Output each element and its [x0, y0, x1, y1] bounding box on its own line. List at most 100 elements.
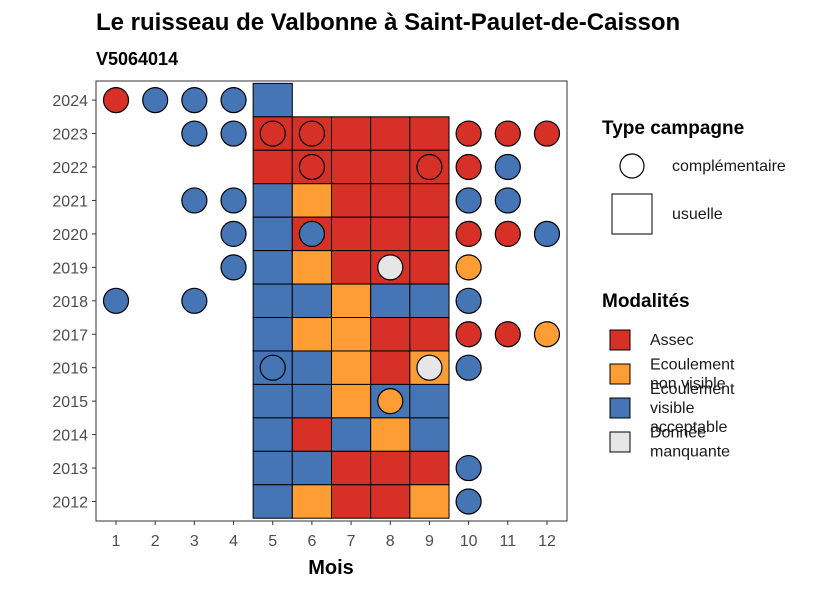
point-complementaire-2020-4: [220, 220, 247, 247]
cell-usuelle-2018-8: [370, 283, 411, 319]
point-complementaire-2019-10: [455, 254, 482, 281]
point-complementaire-2021-11: [494, 187, 521, 214]
point-complementaire-2020-6: [298, 220, 325, 247]
x-tick-label-10: 10: [460, 533, 478, 550]
point-complementaire-2016-5: [259, 354, 286, 381]
y-tick-label-2023: 2023: [52, 127, 88, 144]
x-tick-label-9: 9: [425, 533, 434, 550]
y-tick-label-2016: 2016: [52, 361, 88, 378]
cell-usuelle-2023-7: [330, 116, 372, 151]
cell-usuelle-2013-6: [291, 450, 332, 486]
cell-usuelle-2016-7: [330, 350, 372, 385]
legend-key-complementaire: [619, 153, 645, 179]
legend-label-usuelle: usuelle: [672, 206, 723, 223]
cell-usuelle-2020-5: [252, 216, 293, 252]
point-complementaire-2023-11: [494, 120, 521, 147]
legend-swatch-assec: [609, 329, 631, 351]
cell-usuelle-2015-9: [409, 383, 450, 419]
cell-usuelle-2013-5: [252, 450, 293, 486]
cell-usuelle-2024-5: [252, 82, 293, 118]
point-complementaire-2021-4: [220, 187, 247, 214]
legend-label-complementaire: complémentaire: [672, 158, 786, 175]
point-complementaire-2018-10: [455, 287, 482, 314]
cell-usuelle-2014-7: [330, 417, 372, 452]
cell-usuelle-2013-9: [409, 450, 450, 486]
point-complementaire-2020-11: [494, 220, 521, 247]
point-complementaire-2012-10: [455, 488, 482, 515]
point-complementaire-2020-10: [455, 220, 482, 247]
y-tick-label-2019: 2019: [52, 260, 88, 277]
point-complementaire-2023-12: [533, 120, 561, 147]
point-complementaire-2024-1: [102, 86, 130, 114]
legend-swatch-ecoulement_visible: [609, 397, 631, 419]
legend-label-assec: Assec: [650, 332, 694, 349]
cell-usuelle-2021-5: [252, 183, 293, 218]
cell-usuelle-2020-7: [330, 216, 372, 252]
x-tick-label-11: 11: [499, 533, 516, 550]
chart-title: Le ruisseau de Valbonne à Saint-Paulet-d…: [96, 9, 680, 36]
point-complementaire-2017-11: [494, 321, 521, 348]
point-complementaire-2023-10: [455, 120, 482, 147]
y-tick-label-2017: 2017: [52, 327, 88, 344]
x-tick-label-2: 2: [151, 533, 160, 550]
legend-modalities-title: Modalités: [602, 291, 690, 312]
cell-usuelle-2017-8: [370, 317, 411, 352]
x-tick-label-1: 1: [112, 533, 121, 550]
cell-usuelle-2013-7: [330, 450, 372, 486]
cell-usuelle-2014-5: [252, 417, 293, 452]
cell-usuelle-2022-7: [330, 149, 372, 185]
legend-campaign-title: Type campagne: [602, 118, 744, 139]
chart-subtitle: V5064014: [96, 49, 178, 69]
point-complementaire-2018-3: [181, 287, 208, 314]
point-complementaire-2024-2: [142, 86, 169, 114]
x-tick-label-8: 8: [386, 533, 395, 550]
cell-usuelle-2022-8: [370, 149, 411, 185]
point-complementaire-2023-5: [259, 120, 286, 147]
cell-usuelle-2012-9: [409, 484, 450, 519]
cell-usuelle-2022-5: [252, 149, 293, 185]
y-tick-label-2012: 2012: [52, 495, 88, 512]
plot-marks: [102, 82, 561, 519]
point-complementaire-2022-10: [455, 153, 482, 181]
legend-key-usuelle: [611, 193, 653, 235]
legend-label-ecoulement_non_visible: Ecoulement non visible: [650, 357, 735, 393]
y-tick-label-2024: 2024: [52, 93, 88, 110]
cell-usuelle-2015-7: [330, 383, 372, 419]
y-tick-label-2013: 2013: [52, 461, 88, 478]
point-complementaire-2023-3: [181, 120, 208, 147]
cell-usuelle-2017-9: [409, 317, 450, 352]
point-complementaire-2023-4: [220, 120, 247, 147]
point-complementaire-2017-12: [533, 321, 561, 348]
cell-usuelle-2018-7: [330, 283, 372, 319]
point-complementaire-2021-10: [455, 187, 482, 214]
point-complementaire-2018-1: [102, 287, 130, 314]
y-tick-label-2014: 2014: [52, 428, 88, 445]
cell-usuelle-2021-9: [409, 183, 450, 218]
cell-usuelle-2012-7: [330, 484, 372, 519]
point-complementaire-2021-3: [181, 187, 208, 214]
cell-usuelle-2015-5: [252, 383, 293, 419]
cell-usuelle-2020-9: [409, 216, 450, 252]
legend-modalities: Modalités Assec Ecoulement non visibleEcou…: [602, 291, 735, 461]
cell-usuelle-2017-6: [291, 317, 332, 352]
point-complementaire-2022-11: [494, 153, 521, 181]
point-complementaire-2023-6: [298, 120, 325, 147]
y-tick-label-2020: 2020: [52, 227, 88, 244]
cell-usuelle-2023-9: [409, 116, 450, 151]
legend-swatch-ecoulement_non_visible: [609, 363, 631, 385]
cell-usuelle-2014-9: [409, 417, 450, 452]
cell-usuelle-2019-6: [291, 250, 332, 285]
point-complementaire-2015-8: [377, 388, 404, 415]
point-complementaire-2017-10: [455, 321, 482, 348]
cell-usuelle-2014-8: [370, 417, 411, 452]
point-complementaire-2024-4: [220, 86, 247, 114]
point-complementaire-2022-6: [298, 153, 325, 181]
point-complementaire-2019-8: [377, 254, 404, 281]
cell-usuelle-2012-6: [291, 484, 332, 519]
y-tick-label-2022: 2022: [52, 160, 88, 177]
x-tick-label-3: 3: [190, 533, 199, 550]
cell-usuelle-2017-5: [252, 317, 293, 352]
y-tick-label-2021: 2021: [52, 193, 88, 210]
x-axis-title: Mois: [308, 557, 354, 579]
